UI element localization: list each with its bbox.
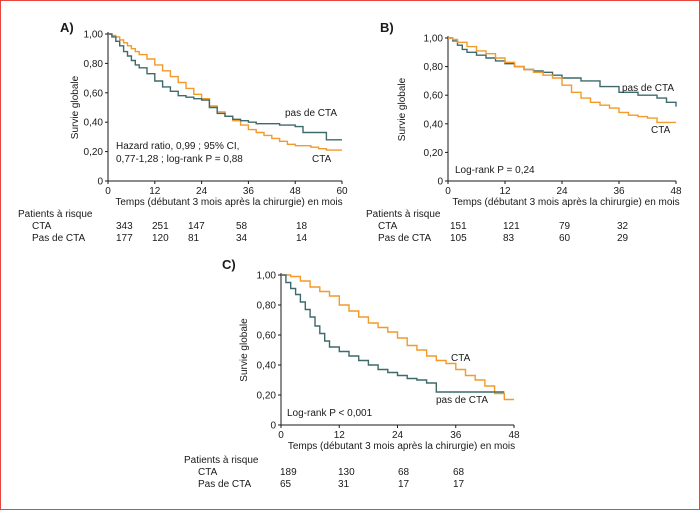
- series-line-b-cta: [448, 37, 676, 124]
- series-line-c-cta: [281, 274, 514, 401]
- annotation-b-0: Log-rank P = 0,24: [455, 165, 535, 176]
- risk-value-a-1-3: 34: [236, 233, 248, 244]
- y-axis-title-b: Survie globale: [397, 77, 408, 141]
- y-tick-label-a-4: 0,80: [84, 59, 104, 70]
- series-line-c-pas-de-cta: [281, 274, 505, 393]
- y-tick-label-b-4: 0,80: [424, 62, 444, 73]
- risk-value-a-0-1: 251: [152, 221, 169, 232]
- panel-a: A) 0 0,20 0,40 0,60 0,80 1,00 0 12 24 36 48 60Temps …: [18, 20, 348, 244]
- risk-value-a-0-3: 58: [236, 221, 248, 232]
- y-tick-label-b-0: 0: [437, 177, 443, 188]
- y-tick-label-a-1: 0,20: [84, 147, 104, 158]
- y-tick-label-a-5: 1,00: [84, 30, 104, 41]
- x-tick-label-b-1: 12: [499, 186, 511, 197]
- y-tick-label-c-5: 1,00: [257, 271, 277, 282]
- x-tick-label-a-4: 48: [290, 186, 302, 197]
- y-tick-label-c-2: 0,40: [257, 361, 277, 372]
- risk-value-a-0-4: 18: [296, 221, 308, 232]
- series-label-a-cta: CTA: [312, 154, 332, 165]
- risk-value-c-0-2: 68: [398, 467, 410, 478]
- x-tick-label-a-3: 36: [243, 186, 255, 197]
- series-label-b-cta: CTA: [651, 125, 671, 136]
- x-tick-label-c-2: 24: [392, 430, 404, 441]
- x-axis-title-a: Temps (débutant 3 mois après la chirurgi…: [115, 197, 342, 208]
- risk-value-c-1-1: 31: [338, 479, 350, 490]
- series-line-b-pas-de-cta: [448, 37, 677, 107]
- risk-value-a-1-1: 120: [152, 233, 169, 244]
- series-label-a-pas-de-cta: pas de CTA: [285, 108, 337, 119]
- x-axis-title-c: Temps (débutant 3 mois après la chirurgi…: [288, 441, 515, 452]
- risk-value-a-1-4: 14: [296, 233, 308, 244]
- annotation-a-0: Hazard ratio, 0,99 ; 95% CI,: [116, 141, 239, 152]
- y-tick-label-c-3: 0,60: [257, 331, 277, 342]
- panel-label-a: A): [60, 20, 74, 35]
- risk-header-c: Patients à risque: [184, 455, 259, 466]
- x-tick-label-c-3: 36: [450, 430, 462, 441]
- risk-row-label-c-1: Pas de CTA: [198, 479, 251, 490]
- x-tick-label-c-1: 12: [334, 430, 346, 441]
- risk-value-c-0-3: 68: [453, 467, 465, 478]
- y-tick-label-c-1: 0,20: [257, 391, 277, 402]
- y-axis-title-a: Survie globale: [70, 75, 81, 139]
- x-tick-label-b-0: 0: [445, 186, 451, 197]
- risk-value-c-0-1: 130: [338, 467, 355, 478]
- risk-row-label-b-1: Pas de CTA: [378, 233, 431, 244]
- x-tick-label-c-4: 48: [508, 430, 520, 441]
- risk-value-b-1-3: 29: [617, 233, 629, 244]
- risk-value-b-0-3: 32: [617, 221, 629, 232]
- y-tick-label-a-2: 0,40: [84, 118, 104, 129]
- risk-value-b-0-0: 151: [450, 221, 467, 232]
- y-tick-label-b-3: 0,60: [424, 91, 444, 102]
- risk-row-label-a-0: CTA: [32, 221, 52, 232]
- risk-value-c-1-2: 17: [398, 479, 410, 490]
- risk-value-a-0-0: 343: [116, 221, 133, 232]
- panel-label-c: C): [222, 257, 236, 272]
- series-line-a-cta: [108, 33, 342, 151]
- annotation-a-1: 0,77-1,28 ; log-rank P = 0,88: [116, 154, 243, 165]
- risk-value-b-1-2: 60: [559, 233, 571, 244]
- x-tick-label-c-0: 0: [278, 430, 284, 441]
- y-tick-label-b-2: 0,40: [424, 119, 444, 130]
- y-tick-label-a-3: 0,60: [84, 88, 104, 99]
- y-tick-label-b-1: 0,20: [424, 148, 444, 159]
- risk-row-label-a-1: Pas de CTA: [32, 233, 85, 244]
- x-tick-label-b-2: 24: [556, 186, 568, 197]
- x-axis-title-b: Temps (débutant 3 mois après la chirurgi…: [452, 197, 679, 208]
- y-tick-label-b-5: 1,00: [424, 34, 444, 45]
- risk-value-c-1-3: 17: [453, 479, 465, 490]
- series-label-c-cta: CTA: [451, 353, 471, 364]
- x-tick-label-a-1: 12: [149, 186, 161, 197]
- risk-value-b-0-1: 121: [503, 221, 520, 232]
- x-tick-label-a-5: 60: [336, 186, 348, 197]
- risk-value-c-0-0: 189: [280, 467, 297, 478]
- series-line-a-pas-de-cta: [108, 33, 342, 141]
- risk-row-label-c-0: CTA: [198, 467, 218, 478]
- series-label-c-pas-de-cta: pas de CTA: [436, 395, 488, 406]
- risk-value-a-1-2: 81: [188, 233, 200, 244]
- y-axis-title-c: Survie globale: [239, 318, 250, 382]
- x-tick-label-b-4: 48: [670, 186, 682, 197]
- x-tick-label-a-0: 0: [105, 186, 111, 197]
- y-tick-label-c-0: 0: [270, 421, 276, 432]
- risk-value-c-1-0: 65: [280, 479, 292, 490]
- y-tick-label-c-4: 0,80: [257, 301, 277, 312]
- risk-value-a-1-0: 177: [116, 233, 133, 244]
- x-tick-label-b-3: 36: [613, 186, 625, 197]
- y-tick-label-a-0: 0: [97, 177, 103, 188]
- panel-label-b: B): [380, 20, 394, 35]
- risk-value-b-1-0: 105: [450, 233, 467, 244]
- series-label-b-pas-de-cta: pas de CTA: [622, 83, 674, 94]
- x-tick-label-a-2: 24: [196, 186, 208, 197]
- risk-value-b-0-2: 79: [559, 221, 571, 232]
- annotation-c-0: Log-rank P < 0,001: [287, 408, 373, 419]
- risk-header-b: Patients à risque: [366, 209, 441, 220]
- risk-value-b-1-1: 83: [503, 233, 515, 244]
- risk-value-a-0-2: 147: [188, 221, 205, 232]
- risk-row-label-b-0: CTA: [378, 221, 398, 232]
- risk-header-a: Patients à risque: [18, 209, 93, 220]
